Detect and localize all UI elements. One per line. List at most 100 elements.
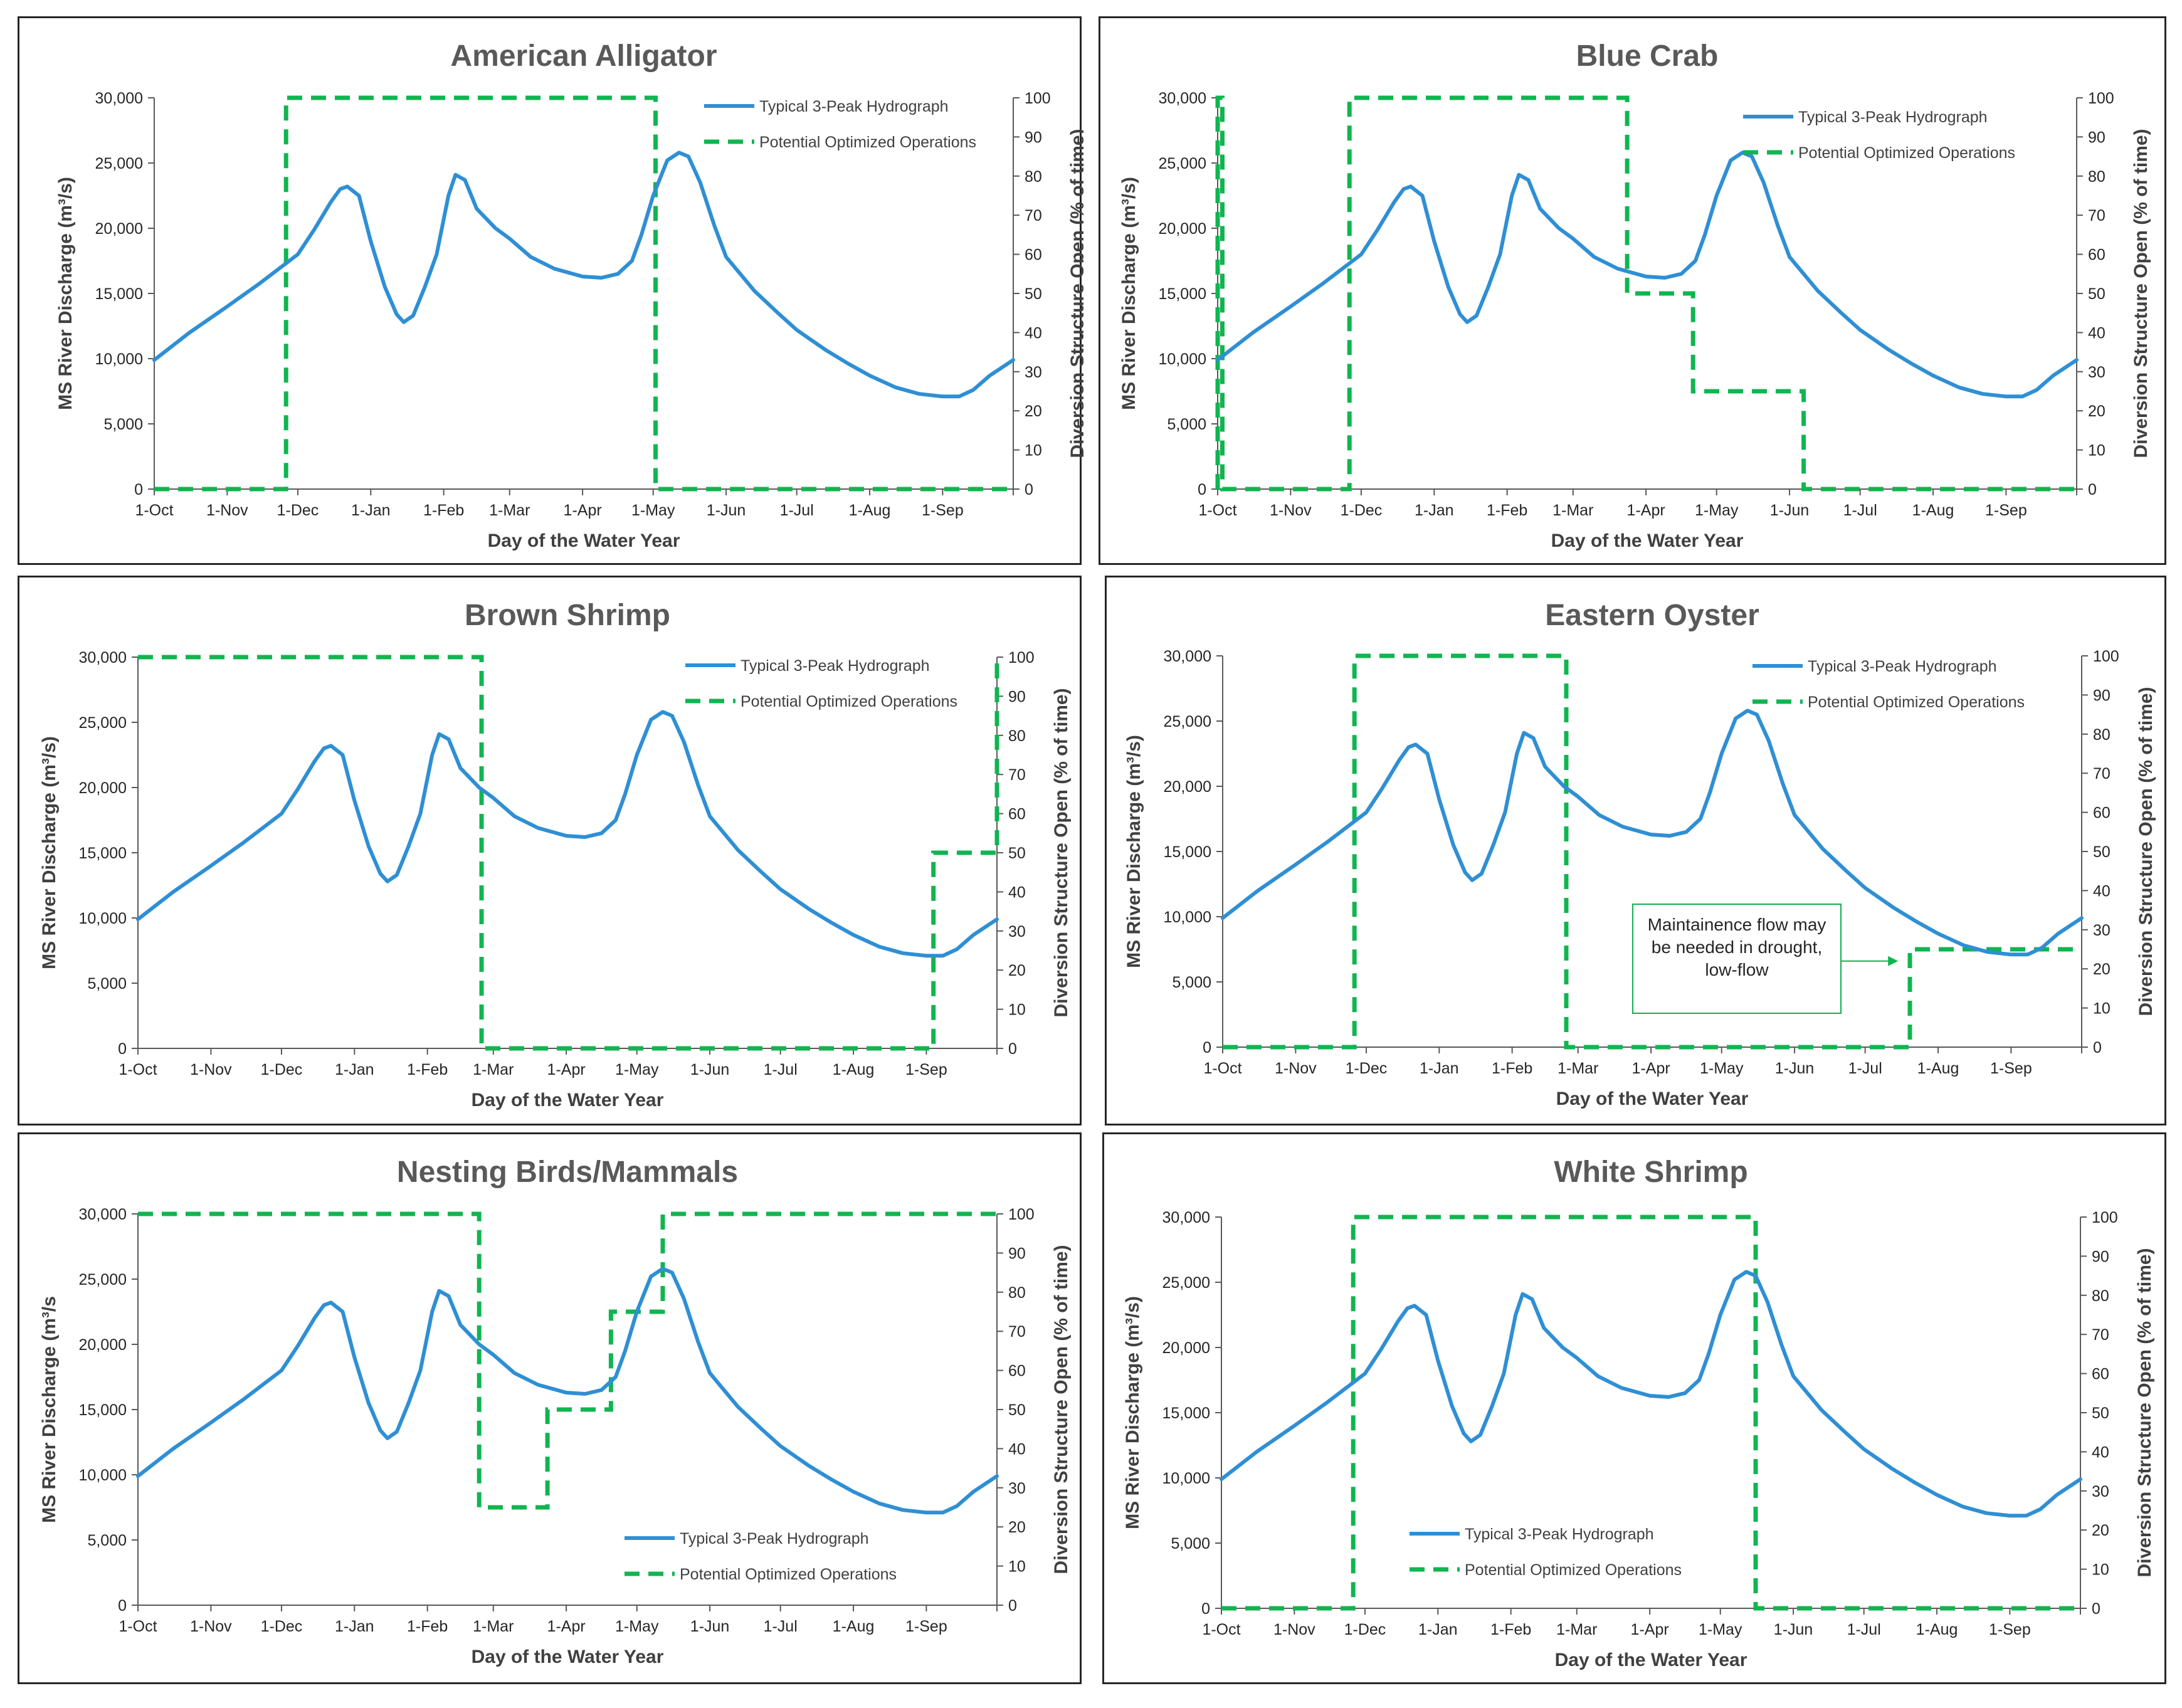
chart-svg: Nesting Birds/Mammals 0 5,000 10,000 15,000 2… (39, 1156, 1072, 1667)
y-right-tick-label: 80 (1008, 727, 1026, 745)
legend-operations-label: Potential Optimized Operations (759, 134, 976, 151)
x-tick-label: 1-Sep (922, 502, 964, 519)
x-tick-label: 1-Feb (1490, 1621, 1531, 1638)
y-right-tick-label: 40 (1025, 324, 1042, 342)
y-right-tick-label: 0 (2088, 481, 2097, 498)
x-tick-label: 1-Aug (1912, 502, 1954, 519)
x-axis-title: Day of the Water Year (472, 1647, 664, 1667)
y-left-tick-label: 20,000 (95, 220, 143, 238)
x-tick-label: 1-Aug (849, 502, 891, 519)
y-right-tick-label: 40 (1008, 883, 1026, 901)
x-tick-label: 1-Oct (1203, 1060, 1241, 1077)
operations-series-line (154, 95, 1013, 492)
hydrograph-series-line (136, 1267, 999, 1515)
y-right-tick-label: 30 (1008, 1480, 1026, 1497)
y-left-tick-label: 30,000 (79, 1206, 127, 1223)
x-tick-label: 1-Oct (119, 1061, 157, 1078)
x-tick-label: 1-Apr (1627, 502, 1665, 519)
y-right-tick-label: 20 (1008, 1519, 1026, 1536)
y-left-tick-label: 15,000 (1159, 285, 1206, 303)
y-right-tick-label: 0 (1025, 481, 1033, 498)
x-tick-label: 1-Jan (335, 1061, 374, 1078)
legend-operations-label: Potential Optimized Operations (1808, 693, 2025, 711)
operations-series-line (1221, 1215, 2080, 1611)
y-left-tick-label: 5,000 (87, 975, 127, 993)
y-right-tick-label: 30 (2088, 364, 2106, 381)
y-right-tick-label: 60 (1008, 1363, 1026, 1380)
x-tick-label: 1-Dec (261, 1618, 303, 1635)
y-right-tick-label: 30 (2092, 1483, 2109, 1500)
y-left-tick-label: 30,000 (95, 90, 143, 107)
y-right-tick-label: 90 (1008, 1245, 1026, 1262)
y-left-tick-label: 0 (1201, 1600, 1210, 1618)
y-left-tick-label: 10,000 (1159, 351, 1206, 368)
hydrograph-series-line (136, 710, 999, 958)
y-right-tick-label: 90 (2093, 687, 2111, 704)
legend-hydrograph-label: Typical 3-Peak Hydrograph (1465, 1526, 1654, 1543)
chart-svg: Brown Shrimp 0 5,000 10,000 15,000 20,000 25,0… (39, 599, 1072, 1110)
legend-operations-label: Potential Optimized Operations (680, 1566, 897, 1583)
y-left-tick-label: 5,000 (1172, 974, 1211, 991)
chart-svg: Blue Crab 0 5,000 10,000 15,000 20,000 25,000 3… (1119, 40, 2151, 551)
chart-title: Blue Crab (1576, 40, 1719, 73)
y-right-tick-label: 100 (1008, 1206, 1035, 1223)
y-right-tick-label: 60 (1008, 806, 1026, 823)
x-tick-label: 1-Dec (1341, 502, 1383, 519)
x-tick-label: 1-Aug (1916, 1621, 1958, 1638)
x-tick-label: 1-Apr (1631, 1621, 1669, 1638)
x-tick-label: 1-Nov (190, 1061, 232, 1078)
y-left-tick-label: 10,000 (1162, 1470, 1210, 1487)
y-left-tick-label: 5,000 (103, 416, 143, 433)
y-right-tick-label: 50 (2088, 285, 2106, 303)
y-right-tick-label: 0 (1008, 1597, 1017, 1615)
y-left-tick-label: 20,000 (79, 779, 127, 797)
x-tick-label: 1-Jul (1843, 502, 1877, 519)
x-tick-label: 1-Dec (261, 1061, 303, 1078)
y-right-tick-label: 80 (2088, 168, 2106, 186)
y-left-tick-label: 25,000 (95, 155, 143, 172)
y-left-tick-label: 10,000 (1164, 909, 1211, 926)
chart-panel-blue-crab: Blue Crab 0 5,000 10,000 15,000 20,000 25,000 3… (1099, 16, 2166, 565)
x-tick-label: 1-Mar (1552, 502, 1593, 519)
y-left-tick-label: 30,000 (1162, 1209, 1210, 1226)
y-left-tick-label: 15,000 (1164, 843, 1211, 861)
x-tick-label: 1-Mar (1557, 1060, 1598, 1077)
y-right-tick-label: 100 (1008, 649, 1035, 667)
x-tick-label: 1-Mar (1556, 1621, 1597, 1638)
y-left-tick-label: 20,000 (1159, 220, 1206, 238)
y-left-tick-label: 25,000 (1159, 155, 1206, 172)
chart-title: White Shrimp (1554, 1156, 1747, 1189)
y-left-tick-label: 5,000 (1171, 1535, 1210, 1552)
y-right-tick-label: 70 (2092, 1326, 2109, 1344)
y-left-tick-label: 20,000 (1164, 778, 1211, 796)
y-axis-left-title: MS River Discharge (m³/s) (1122, 1296, 1143, 1529)
chart-title: Brown Shrimp (465, 599, 670, 632)
x-tick-label: 1-May (1700, 1060, 1744, 1077)
y-right-tick-label: 0 (1008, 1040, 1017, 1058)
y-left-tick-label: 15,000 (79, 1401, 127, 1419)
y-right-tick-label: 40 (2088, 324, 2106, 342)
y-right-tick-label: 60 (1025, 246, 1042, 264)
x-tick-label: 1-Sep (1985, 502, 2027, 519)
x-tick-label: 1-Jun (1775, 1060, 1815, 1077)
y-left-tick-label: 0 (1203, 1039, 1211, 1057)
y-left-tick-label: 10,000 (95, 351, 143, 368)
operations-series-line (138, 1211, 997, 1510)
y-right-tick-label: 10 (2092, 1561, 2109, 1579)
annotation-arrow-head (1888, 956, 1899, 966)
y-left-tick-label: 10,000 (79, 910, 127, 927)
legend-hydrograph-label: Typical 3-Peak Hydrograph (741, 657, 930, 675)
x-tick-label: 1-May (1699, 1621, 1742, 1638)
chart-svg: Eastern Oyster 0 5,000 10,000 15,000 20,000 25… (1124, 599, 2156, 1109)
x-tick-label: 1-Feb (407, 1061, 448, 1078)
y-left-tick-label: 30,000 (1159, 90, 1206, 107)
x-tick-label: 1-Jun (1774, 1621, 1813, 1638)
y-left-tick-label: 0 (118, 1597, 127, 1615)
y-right-tick-label: 80 (1008, 1284, 1026, 1302)
x-tick-label: 1-Jul (1848, 1060, 1882, 1077)
x-tick-label: 1-Apr (547, 1061, 586, 1078)
y-right-tick-label: 50 (2093, 843, 2111, 861)
y-right-tick-label: 10 (1008, 1558, 1026, 1576)
x-tick-label: 1-Sep (1990, 1060, 2032, 1077)
y-right-tick-label: 70 (2093, 765, 2111, 783)
